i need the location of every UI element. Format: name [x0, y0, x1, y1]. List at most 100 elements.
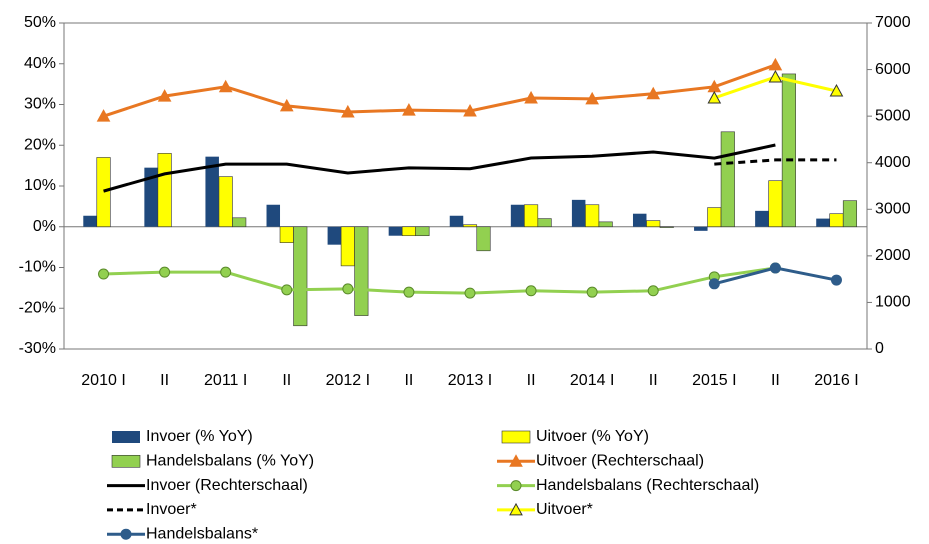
y-tick-label: -30%	[19, 340, 56, 357]
x-tick-label: II	[404, 372, 413, 389]
bar	[83, 215, 97, 227]
line-marker	[403, 286, 415, 298]
bar	[96, 157, 111, 228]
y-tick-label: 10%	[24, 177, 56, 194]
legend-marker	[120, 528, 132, 540]
bar	[388, 226, 403, 236]
y-tick-label: 30%	[24, 96, 56, 113]
bar	[632, 213, 647, 227]
line-marker	[646, 86, 661, 100]
legend-swatch	[111, 454, 141, 468]
line-marker	[402, 103, 416, 116]
y-tick-label: 40%	[24, 55, 56, 72]
x-tick-label: II	[160, 372, 169, 389]
line-marker	[463, 103, 477, 117]
bar	[585, 204, 600, 228]
y2-tick-label: 0	[875, 340, 884, 357]
bar	[720, 131, 735, 228]
x-tick-label: 2016 I	[814, 372, 858, 389]
legend-label: Handelsbalans (% YoY)	[146, 453, 314, 470]
line-marker	[769, 262, 781, 274]
bar	[510, 204, 525, 227]
bar	[144, 167, 158, 227]
y-tick-label: -20%	[19, 299, 56, 316]
line-marker	[585, 91, 599, 105]
x-tick-label: 2015 I	[692, 372, 736, 389]
bar	[829, 213, 844, 228]
x-tick-label: II	[649, 372, 658, 389]
legend-marker	[509, 502, 523, 516]
bar	[755, 210, 769, 227]
legend-marker	[509, 454, 523, 467]
bar	[293, 226, 308, 327]
bar	[266, 204, 281, 227]
line	[714, 158, 837, 166]
bar	[659, 226, 674, 228]
y-tick-label: -10%	[19, 259, 56, 276]
bar	[232, 217, 247, 228]
x-tick-label: 2014 I	[570, 372, 614, 389]
line-marker	[830, 274, 842, 286]
bar	[462, 224, 478, 228]
legend-label: Uitvoer*	[536, 501, 593, 518]
bar	[401, 226, 416, 237]
line-marker	[707, 90, 722, 104]
line-marker	[525, 285, 537, 297]
legend-label: Handelsbalans*	[146, 525, 258, 542]
bar	[694, 226, 708, 231]
bar	[279, 226, 294, 243]
legend-label: Invoer (Rechterschaal)	[146, 477, 308, 494]
legend-label: Invoer (% YoY)	[146, 428, 253, 445]
y-tick-label: 50%	[24, 14, 56, 31]
line-marker	[157, 89, 172, 102]
legend-swatch	[112, 431, 140, 443]
y-tick-label: 0%	[33, 218, 56, 235]
x-tick-label: 2011 I	[204, 372, 247, 389]
bar	[354, 226, 369, 316]
line-marker	[341, 104, 355, 118]
bar	[707, 207, 722, 228]
line-marker	[708, 278, 720, 290]
legend-label: Uitvoer (% YoY)	[536, 428, 649, 445]
line-marker	[220, 266, 232, 278]
x-tick-label: 2010 I	[81, 372, 125, 389]
bar	[646, 220, 661, 228]
line-marker	[279, 98, 294, 112]
bar	[449, 215, 464, 227]
line-marker	[829, 83, 844, 97]
line-marker	[768, 69, 783, 83]
bar	[218, 176, 233, 228]
y-tick-label: 20%	[24, 136, 56, 153]
bar	[415, 226, 430, 237]
bar	[340, 226, 355, 267]
bar	[157, 153, 172, 228]
legend-label: Uitvoer (Rechterschaal)	[536, 453, 704, 470]
line-marker	[647, 285, 659, 297]
y2-tick-label: 5000	[875, 107, 911, 124]
legend-label: Handelsbalans (Rechterschaal)	[536, 477, 759, 494]
bar	[537, 218, 552, 228]
line-marker	[464, 287, 476, 299]
x-tick-label: II	[527, 372, 536, 389]
bar	[598, 221, 613, 228]
bar	[524, 204, 539, 228]
line	[103, 63, 776, 118]
bar	[816, 218, 830, 227]
y2-tick-label: 3000	[875, 201, 911, 218]
plot-frame	[63, 22, 868, 350]
legend-marker	[510, 480, 522, 492]
legend-swatch	[501, 430, 531, 444]
y2-tick-label: 4000	[875, 154, 911, 171]
bar	[842, 200, 858, 228]
x-tick-label: II	[282, 372, 291, 389]
bar	[571, 199, 586, 227]
bar	[476, 226, 491, 252]
y2-tick-label: 1000	[875, 294, 911, 311]
line-marker	[218, 79, 233, 93]
bar	[327, 226, 342, 245]
y2-tick-label: 6000	[875, 61, 911, 78]
line-marker	[96, 109, 111, 122]
line-marker	[98, 268, 110, 280]
bar	[768, 180, 783, 228]
